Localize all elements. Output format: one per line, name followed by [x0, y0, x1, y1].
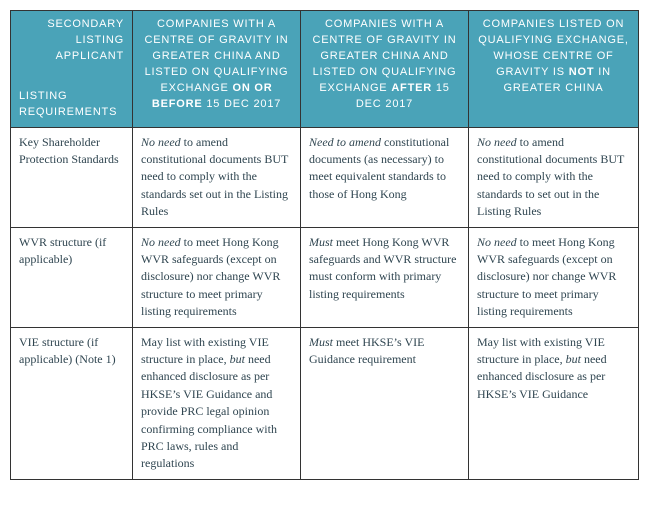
table-row: Key Shareholder Protection Standards No … [11, 127, 639, 227]
listing-requirements-table: SECONDARY LISTING APPLICANT LISTING REQU… [10, 10, 639, 480]
row0-col2: Need to amend constitutional documents (… [301, 127, 469, 227]
row2-c2-em: Must [309, 335, 333, 349]
row2-c3-em: but [566, 352, 581, 366]
header-col0-top: SECONDARY LISTING APPLICANT [19, 17, 124, 65]
row1-c3-em: No need [477, 235, 517, 249]
row1-col2: Must meet Hong Kong WVR safeguards and W… [301, 227, 469, 327]
table-row: WVR structure (if applicable) No need to… [11, 227, 639, 327]
header-col2-bold: AFTER [391, 82, 432, 94]
row0-c1-em: No need [141, 135, 181, 149]
row2-col1: May list with existing VIE structure in … [133, 327, 301, 479]
header-col-0: SECONDARY LISTING APPLICANT LISTING REQU… [11, 11, 133, 128]
header-col-3: COMPANIES LISTED ON QUALIFYING EXCHANGE,… [469, 11, 639, 128]
row1-label: WVR structure (if applicable) [11, 227, 133, 327]
row2-label: VIE structure (if applicable) (Note 1) [11, 327, 133, 479]
row1-col1: No need to meet Hong Kong WVR safeguards… [133, 227, 301, 327]
row1-c1-em: No need [141, 235, 181, 249]
row2-col2: Must meet HKSE’s VIE Guidance requiremen… [301, 327, 469, 479]
header-col0-bottom: LISTING REQUIREMENTS [19, 89, 124, 121]
table-header-row: SECONDARY LISTING APPLICANT LISTING REQU… [11, 11, 639, 128]
header-col3-bold: NOT [569, 66, 595, 78]
row0-c3-em: No need [477, 135, 517, 149]
row1-col3: No need to meet Hong Kong WVR safeguards… [469, 227, 639, 327]
row1-c2-em: Must [309, 235, 333, 249]
header-col1-post: 15 DEC 2017 [202, 98, 281, 110]
header-col-1: COMPANIES WITH A CENTRE OF GRAVITY IN GR… [133, 11, 301, 128]
row0-col3: No need to amend constitutional document… [469, 127, 639, 227]
row0-label: Key Shareholder Protection Standards [11, 127, 133, 227]
row2-col3: May list with existing VIE structure in … [469, 327, 639, 479]
row0-c2-em: Need to amend [309, 135, 381, 149]
row2-c1-rest: need enhanced disclosure as per HKSE’s V… [141, 352, 277, 470]
row0-col1: No need to amend constitutional document… [133, 127, 301, 227]
row2-c1-em: but [230, 352, 245, 366]
table-row: VIE structure (if applicable) (Note 1) M… [11, 327, 639, 479]
header-col-2: COMPANIES WITH A CENTRE OF GRAVITY IN GR… [301, 11, 469, 128]
